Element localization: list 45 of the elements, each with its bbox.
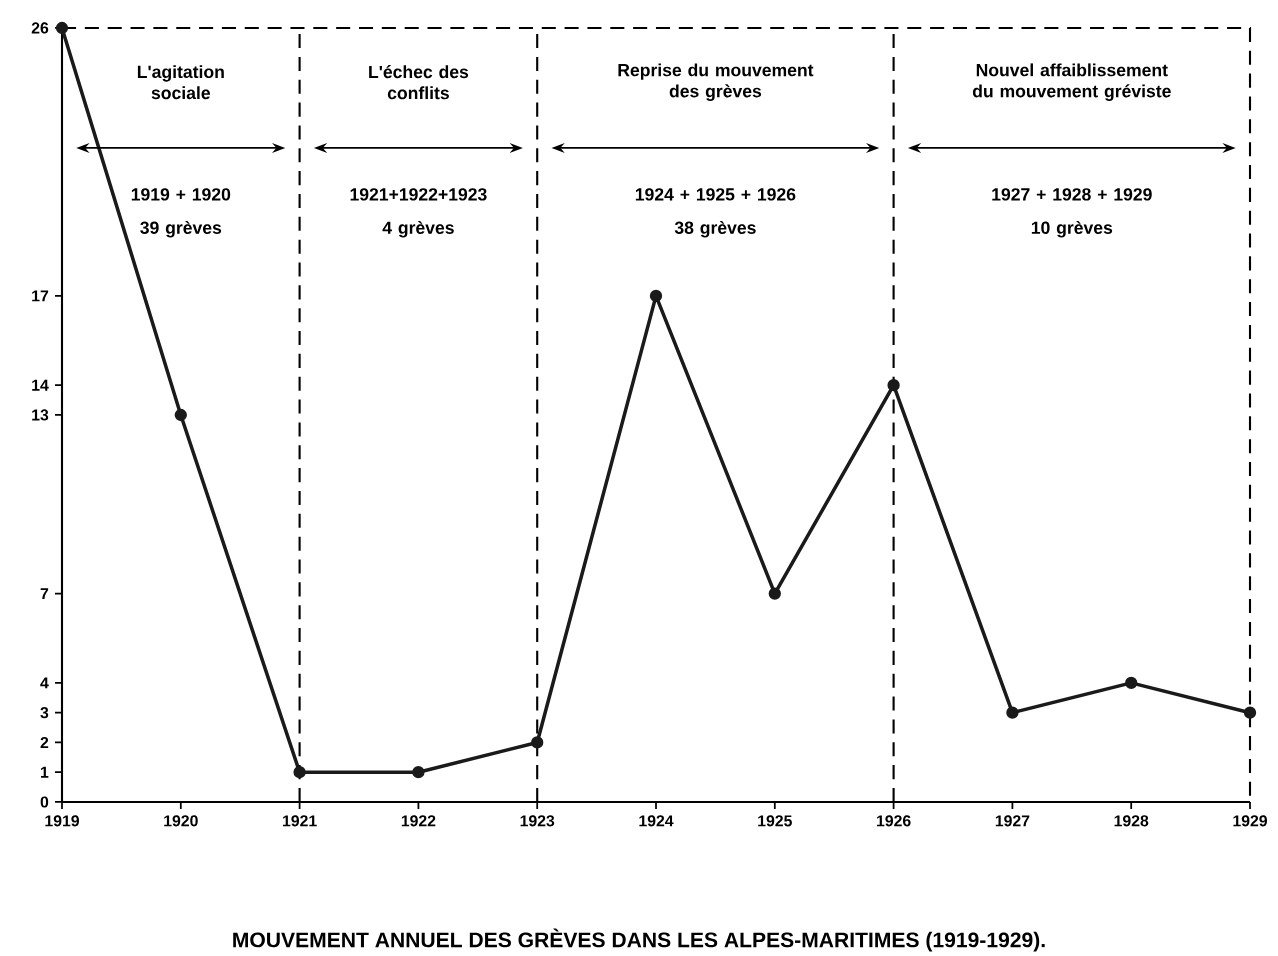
y-tick-label: 14 (32, 379, 49, 391)
annotation: 4 grèves (382, 220, 454, 238)
y-tick-label: 2 (40, 736, 49, 748)
x-tick-label: 1923 (520, 815, 555, 827)
x-tick-label: 1927 (995, 815, 1030, 827)
point (887, 379, 900, 392)
x-tick-label: 1928 (1114, 815, 1149, 827)
point (1125, 676, 1138, 690)
x-tick-label: 1929 (1233, 815, 1268, 827)
annotation: 39 grèves (140, 220, 222, 238)
point (55, 21, 69, 35)
annotation: 1919 + 1920 (131, 188, 231, 201)
annotation: 1927 + 1928 + 1929 (992, 188, 1152, 201)
y-tick-label: 26 (31, 22, 49, 34)
point (649, 289, 663, 303)
x-tick-label: 1925 (758, 815, 792, 827)
y-tick-label: 4 (40, 677, 49, 689)
point (1243, 706, 1257, 719)
x-tick-label: 1926 (877, 815, 911, 827)
annotation: L'agitation sociale (137, 65, 224, 100)
x-tick-label: 1924 (639, 815, 674, 827)
point (1006, 706, 1019, 719)
annotation: L'échec des conflits (369, 65, 469, 100)
annotation: 1924 + 1925 + 1926 (635, 188, 796, 201)
y-tick-label: 17 (32, 290, 49, 302)
y-tick-label: 3 (40, 707, 49, 719)
x-tick-label: 1922 (401, 815, 436, 827)
y-tick-label: 0 (40, 796, 49, 808)
y-tick-label: 13 (32, 409, 49, 421)
y-tick-label: 1 (41, 766, 49, 778)
y-tick-label: 7 (40, 588, 49, 600)
x-tick-label: 1920 (164, 815, 198, 827)
point (293, 766, 306, 779)
x-tick-label: 1919 (45, 815, 79, 827)
annotation: 38 grèves (674, 220, 756, 238)
annotation: Reprise du mouvement des grèves (618, 63, 814, 101)
point (412, 766, 425, 779)
point (531, 736, 544, 749)
annotation: 1921+1922+1923 (350, 188, 487, 201)
text: MOUVEMENT ANNUEL DES GRÈVES DANS LES ALPES-MARITIMES (1919-1929). (233, 928, 1045, 952)
point (768, 587, 781, 600)
annotation: Nouvel affaiblissement du mouvement gréviste (972, 63, 1171, 101)
x-tick-label: 1921 (283, 815, 317, 827)
point (174, 408, 187, 422)
annotation: 10 grèves (1031, 220, 1113, 238)
